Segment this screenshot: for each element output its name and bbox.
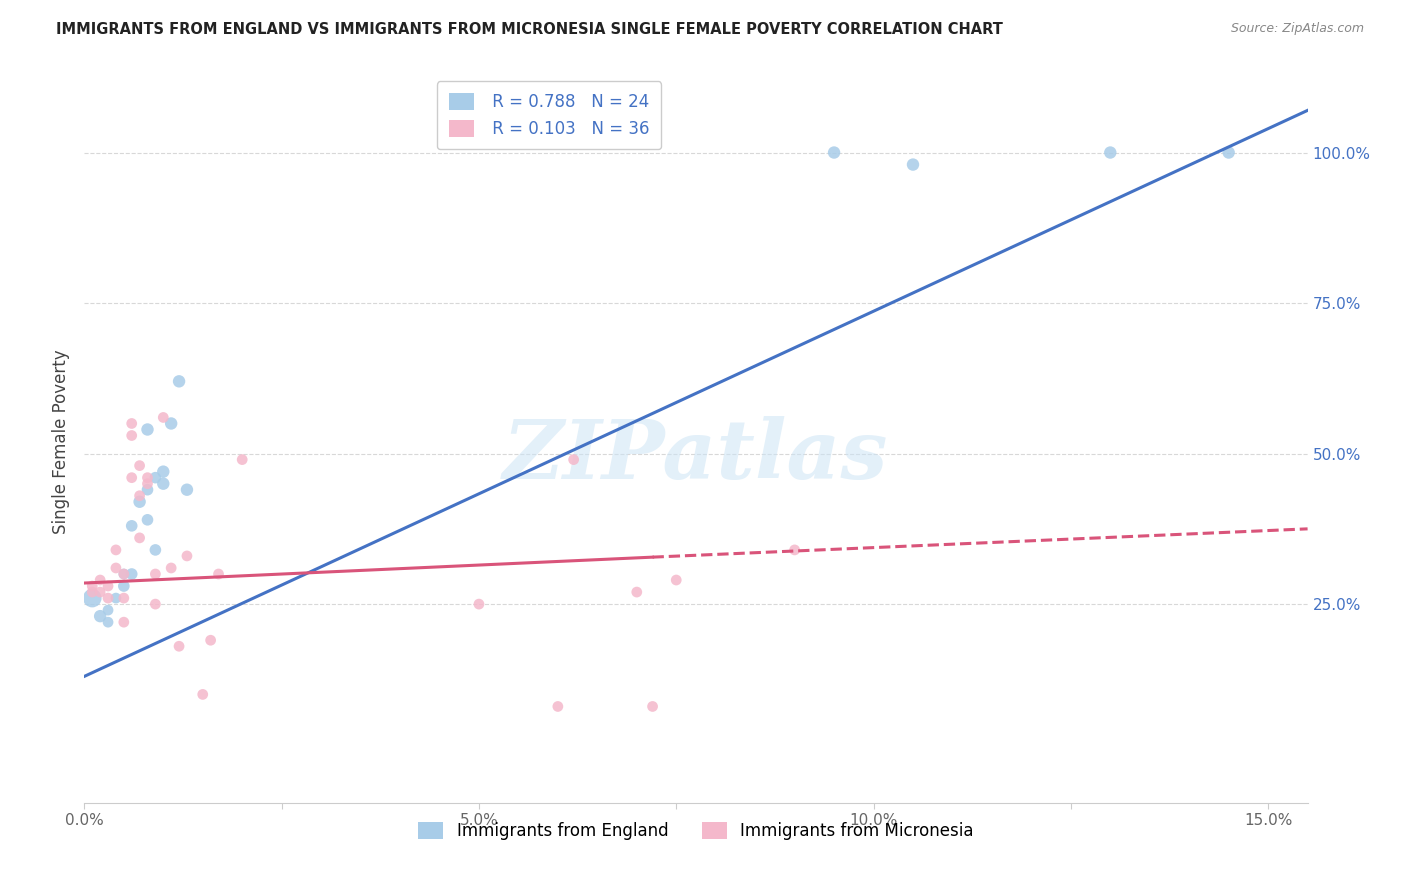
Point [112, 567, 135, 582]
Point [160, 417, 183, 431]
Point [1099, 145, 1122, 160]
Point [152, 410, 174, 425]
Point [121, 567, 143, 582]
Point [136, 471, 159, 485]
Point [112, 591, 135, 606]
Point [112, 567, 135, 582]
Point [136, 476, 159, 491]
Point [104, 561, 127, 575]
Point [823, 145, 845, 160]
Point [167, 639, 190, 653]
Point [121, 417, 143, 431]
Point [191, 687, 214, 701]
Point [112, 615, 135, 630]
Point [626, 585, 648, 599]
Text: Source: ZipAtlas.com: Source: ZipAtlas.com [1230, 22, 1364, 36]
Point [82, 579, 104, 593]
Point [136, 483, 159, 497]
Point [104, 542, 127, 557]
Point [97, 579, 120, 593]
Point [665, 573, 688, 587]
Point [145, 471, 167, 485]
Point [82, 585, 104, 599]
Legend:  R = 0.788   N = 24,  R = 0.103   N = 36: R = 0.788 N = 24, R = 0.103 N = 36 [437, 81, 661, 149]
Point [128, 458, 150, 473]
Point [97, 603, 120, 617]
Point [176, 483, 198, 497]
Point [82, 591, 104, 606]
Y-axis label: Single Female Poverty: Single Female Poverty [52, 350, 70, 533]
Point [128, 531, 150, 545]
Point [562, 452, 585, 467]
Point [89, 609, 111, 624]
Point [200, 633, 222, 648]
Point [176, 549, 198, 563]
Point [152, 476, 174, 491]
Point [112, 579, 135, 593]
Point [97, 591, 120, 606]
Point [128, 494, 150, 508]
Point [207, 567, 229, 582]
Point [1218, 145, 1240, 160]
Text: ZIPatlas: ZIPatlas [503, 416, 889, 496]
Point [128, 489, 150, 503]
Point [547, 699, 569, 714]
Point [121, 428, 143, 442]
Point [160, 561, 183, 575]
Point [145, 567, 167, 582]
Point [89, 573, 111, 587]
Point [901, 158, 924, 172]
Text: IMMIGRANTS FROM ENGLAND VS IMMIGRANTS FROM MICRONESIA SINGLE FEMALE POVERTY CORR: IMMIGRANTS FROM ENGLAND VS IMMIGRANTS FR… [56, 22, 1002, 37]
Point [231, 452, 253, 467]
Point [145, 542, 167, 557]
Point [641, 699, 664, 714]
Point [104, 591, 127, 606]
Point [136, 513, 159, 527]
Point [783, 542, 806, 557]
Point [468, 597, 491, 611]
Point [167, 375, 190, 389]
Point [145, 597, 167, 611]
Point [136, 423, 159, 437]
Point [121, 519, 143, 533]
Point [89, 585, 111, 599]
Point [152, 465, 174, 479]
Point [97, 615, 120, 630]
Point [121, 471, 143, 485]
